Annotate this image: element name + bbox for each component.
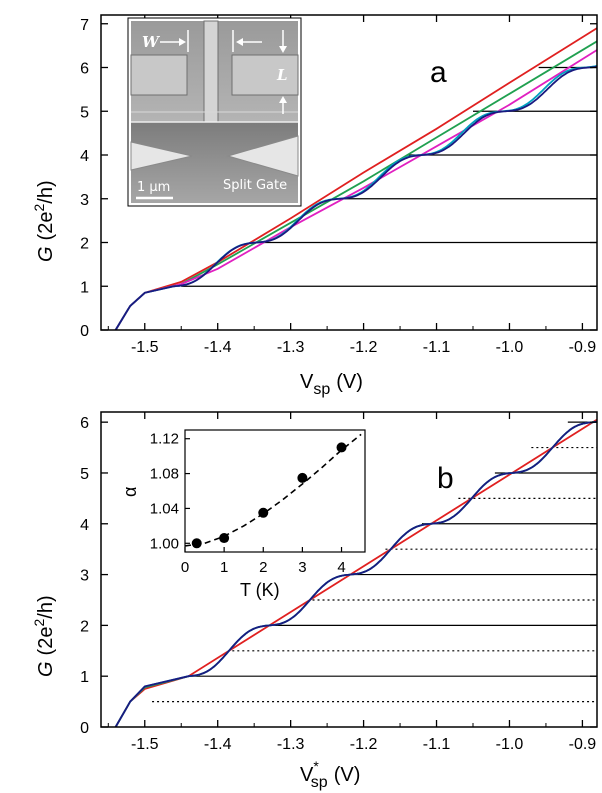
- inset-y-tick-label: 1.08: [150, 466, 179, 483]
- x-tick-label: -0.9: [569, 339, 597, 356]
- sem-split-gate-right: [226, 135, 299, 177]
- panel-b-frame: [100, 411, 598, 728]
- sem-width-arrowhead-right: [236, 38, 243, 46]
- inset-y-axis-label: α: [120, 487, 140, 497]
- y-tick-label: 2: [80, 236, 89, 253]
- x-tick-label: -1.2: [350, 339, 378, 356]
- x-tick-label: -1.3: [277, 736, 305, 753]
- inset-data-point: [297, 472, 308, 483]
- sem-split-gate-left: [130, 141, 193, 171]
- inset-y-tick-label: 1.04: [150, 500, 179, 517]
- y-tick-label: 0: [80, 720, 89, 737]
- sem-width-label: W: [142, 33, 161, 51]
- inset-x-axis-label: T (K): [240, 580, 280, 600]
- panel-b-label: b: [437, 462, 454, 495]
- panel-a-series: [114, 27, 598, 331]
- panel-b-series: [114, 418, 598, 728]
- inset-points: [191, 442, 347, 549]
- y-tick-label: 3: [80, 192, 89, 209]
- y-tick-label: 5: [80, 104, 89, 121]
- sem-pad-left: [130, 54, 188, 96]
- series-curve: [114, 65, 598, 331]
- inset-data-point: [191, 538, 202, 549]
- inset-fit-curve: [184, 433, 362, 547]
- y-tick-label: 5: [80, 466, 89, 483]
- panel-b-y-axis-label: G(2e2/h): [31, 595, 57, 677]
- alpha-vs-temperature-inset: 0 1 2 3 4 1.00 1.04 1.08 1.12 T (K) α: [120, 429, 366, 600]
- panel-a-x-ticks: -1.5 -1.4 -1.3 -1.2 -1.1 -1.0 -0.9: [107, 15, 597, 356]
- inset-data-point: [258, 507, 269, 518]
- inset-frame: [184, 429, 366, 553]
- sem-scale-label: 1 μm: [137, 180, 170, 195]
- inset-x-tick-label: 2: [259, 559, 267, 576]
- y-tick-label: 6: [80, 61, 89, 78]
- inset-y-tick-label: 1.12: [150, 431, 179, 448]
- inset-data-point: [336, 442, 347, 453]
- y-tick-label: 1: [80, 669, 89, 686]
- panel-b-x-axis-label: V* sp (V): [300, 758, 360, 791]
- x-tick-label: -1.3: [277, 339, 305, 356]
- y-tick-label: 6: [80, 415, 89, 432]
- inset-x-tick-label: 0: [181, 559, 189, 576]
- panel-a-y-ticks: 0 1 2 3 4 5 6 7: [80, 17, 597, 340]
- x-tick-label: -1.4: [204, 339, 232, 356]
- y-tick-label: 4: [80, 517, 89, 534]
- x-tick-label: -1.5: [131, 339, 159, 356]
- x-tick-label: -1.0: [496, 736, 524, 753]
- sem-length-arrowhead-top: [279, 46, 287, 53]
- sem-length-label: L: [276, 66, 288, 84]
- y-tick-label: 0: [80, 323, 89, 340]
- sem-pad-right: [231, 54, 299, 96]
- sem-width-arrowhead-left: [179, 38, 186, 46]
- x-tick-label: -1.4: [204, 736, 232, 753]
- sem-micrograph-inset: W L 1 μm Split Gate: [127, 17, 302, 207]
- sem-length-arrowhead-bottom: [279, 96, 287, 103]
- x-tick-label: -1.2: [350, 736, 378, 753]
- panel-a-x-axis-label: Vsp (V): [300, 371, 363, 398]
- panel-b-reference-lines: [152, 421, 597, 703]
- panel-b-x-ticks: -1.5 -1.4 -1.3 -1.2 -1.1 -1.0 -0.9: [107, 412, 597, 753]
- y-tick-label: 1: [80, 279, 89, 296]
- inset-data-point: [219, 533, 230, 544]
- inset-x-tick-label: 3: [298, 559, 306, 576]
- y-tick-label: 4: [80, 148, 89, 165]
- inset-x-tick-label: 4: [337, 559, 345, 576]
- inset-y-tick-label: 1.00: [150, 535, 179, 552]
- inset-x-tick-label: 1: [220, 559, 228, 576]
- x-tick-label: -1.0: [496, 339, 524, 356]
- sem-channel: [203, 20, 219, 123]
- y-tick-label: 2: [80, 618, 89, 635]
- panel-a-y-axis-label: G(2e2/h): [31, 180, 57, 262]
- y-tick-label: 7: [80, 17, 89, 34]
- series-curve: [114, 420, 598, 728]
- x-tick-label: -1.5: [131, 736, 159, 753]
- x-tick-label: -1.1: [423, 736, 451, 753]
- panel-b: -1.5 -1.4 -1.3 -1.2 -1.1 -1.0 -0.9 0 1 2 3 4 5 6 b V…: [31, 411, 598, 791]
- x-tick-label: -0.9: [569, 736, 597, 753]
- panel-b-y-ticks: 0 1 2 3 4 5 6: [80, 415, 597, 737]
- y-tick-label: 3: [80, 568, 89, 585]
- panel-a-label: a: [430, 56, 447, 89]
- inset-ticks: 0 1 2 3 4 1.00 1.04 1.08 1.12: [150, 431, 346, 576]
- sem-gate-label: Split Gate: [223, 178, 287, 193]
- panel-a-frame: [100, 14, 598, 331]
- x-tick-label: -1.1: [423, 339, 451, 356]
